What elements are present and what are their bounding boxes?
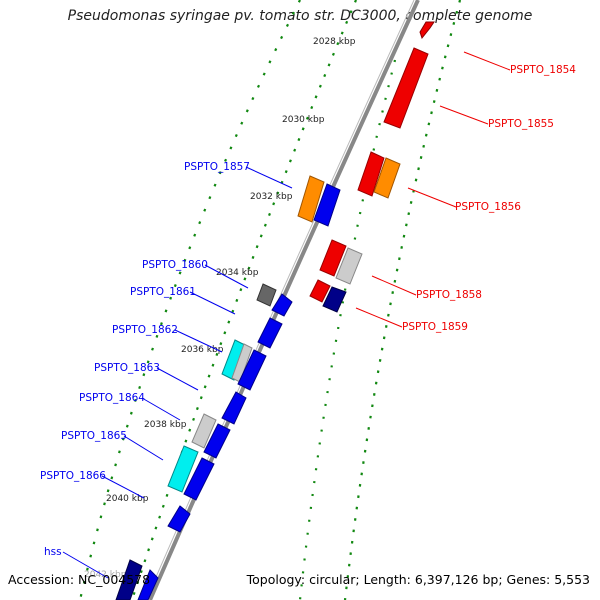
gene-label-pspto-1857[interactable]: PSPTO_1857	[184, 161, 250, 173]
gene-label-pspto-1861[interactable]: PSPTO_1861	[130, 286, 196, 298]
kbp-label: 2038 kbp	[144, 420, 187, 430]
gene-arrow-hss-a[interactable]	[115, 559, 143, 600]
gene-label-pspto-1855[interactable]: PSPTO_1855	[488, 118, 554, 130]
gene-arrow-hss-b[interactable]	[137, 569, 159, 600]
gene-label-pspto-1864[interactable]: PSPTO_1864	[79, 392, 145, 404]
accession-value: NC_004578	[78, 572, 151, 587]
gene-arrow-pspto-1860[interactable]	[256, 283, 277, 307]
gene-label-hss[interactable]: hss	[44, 546, 62, 558]
gene-arrow-pspto-1861a[interactable]	[271, 293, 293, 317]
gene-arrow-pspto-1866a[interactable]	[183, 457, 215, 501]
kbp-label: 2040 kbp	[106, 494, 149, 504]
gene-label-pspto-1854[interactable]: PSPTO_1854	[510, 64, 576, 76]
gene-arrow-pspto-1857b[interactable]	[313, 183, 341, 227]
gene-label-pspto-1859[interactable]: PSPTO_1859	[402, 321, 468, 333]
kbp-label: 2030 kbp	[282, 115, 325, 125]
accession-info: Accession: NC_004578	[8, 572, 150, 587]
reverse-gene-labels: PSPTO_1854 PSPTO_1855 PSPTO_1856 PSPTO_1…	[402, 64, 576, 333]
forward-gene-labels: PSPTO_1857 PSPTO_1860 PSPTO_1861 PSPTO_1…	[40, 161, 250, 558]
gene-arrow-pspto-1862a[interactable]	[221, 339, 248, 381]
gene-label-pspto-1862[interactable]: PSPTO_1862	[112, 324, 178, 336]
gene-arrow-pspto-1859b[interactable]	[322, 286, 347, 313]
gene-label-pspto-1858[interactable]: PSPTO_1858	[416, 289, 482, 301]
kbp-labels: 2028 kbp 2030 kbp 2032 kbp 2034 kbp 2036…	[84, 37, 356, 580]
map-title: Pseudomonas syringae pv. tomato str. DC3…	[67, 8, 533, 24]
kbp-label: 2036 kbp	[181, 345, 224, 355]
gene-arrow-pspto-1861b[interactable]	[257, 317, 283, 349]
kbp-label: 2042 kbp	[84, 570, 127, 580]
gene-label-pspto-1856[interactable]: PSPTO_1856	[455, 201, 521, 213]
gene-arrow-pspto-1854[interactable]	[419, 21, 435, 40]
accession-label: Accession:	[8, 572, 75, 587]
gene-arrow-pspto-1858a[interactable]	[319, 239, 347, 277]
gene-arrow-pspto-1866b[interactable]	[167, 505, 191, 533]
gene-arrow-pspto-1858b[interactable]	[335, 247, 363, 285]
gene-arrow-pspto-1863[interactable]	[237, 349, 267, 391]
gene-arrow-pspto-1864a[interactable]	[221, 391, 247, 425]
leader-lines	[62, 51, 511, 579]
kbp-label: 2032 kbp	[250, 192, 293, 202]
gene-arrow-pspto-1865a[interactable]	[203, 423, 231, 459]
forward-strand-genes	[115, 175, 341, 600]
gene-label-pspto-1866[interactable]: PSPTO_1866	[40, 470, 106, 482]
gene-arrow-pspto-1855[interactable]	[383, 47, 429, 129]
gene-arrow-pspto-1865b[interactable]	[167, 445, 199, 493]
kbp-label: 2028 kbp	[313, 37, 356, 47]
tick-tracks	[78, 0, 462, 600]
gene-arrow-pspto-1859a[interactable]	[309, 279, 331, 303]
gene-label-pspto-1860[interactable]: PSPTO_1860	[142, 259, 208, 271]
topology-info: Topology: circular; Length: 6,397,126 bp…	[246, 572, 590, 587]
gene-label-pspto-1865[interactable]: PSPTO_1865	[61, 430, 127, 442]
gene-arrow-pspto-1856a[interactable]	[357, 151, 385, 197]
gene-arrow-pspto-1864b[interactable]	[191, 413, 217, 449]
gene-arrow-pspto-1857a[interactable]	[297, 175, 325, 223]
reverse-strand-genes	[309, 21, 435, 313]
gene-label-pspto-1863[interactable]: PSPTO_1863	[94, 362, 160, 374]
kbp-label: 2034 kbp	[216, 268, 259, 278]
gene-arrow-pspto-1856b[interactable]	[373, 157, 401, 199]
